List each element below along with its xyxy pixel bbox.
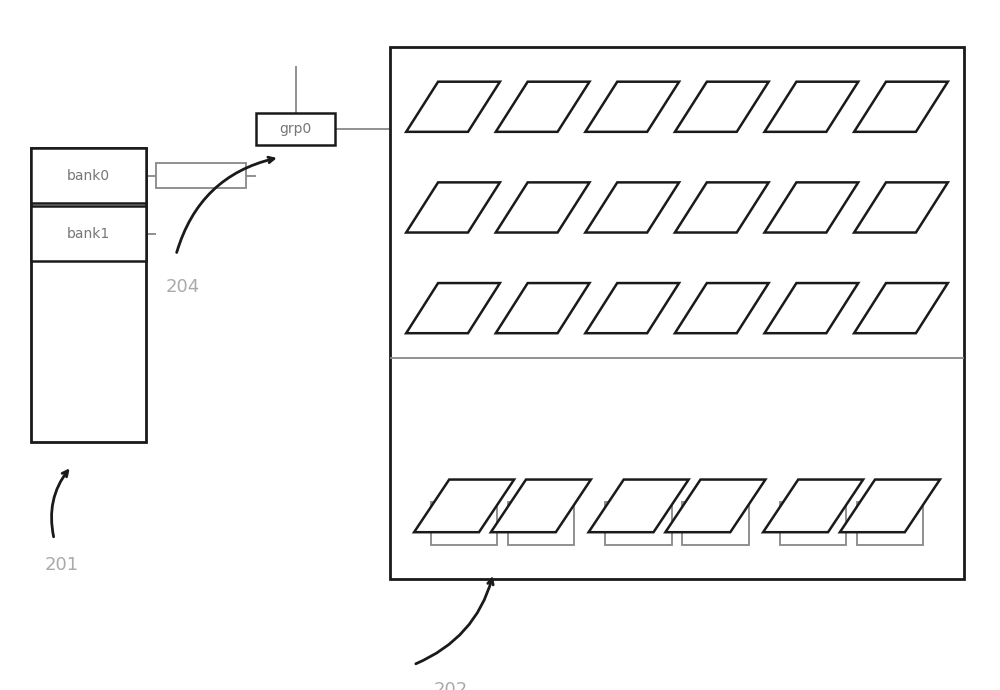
Polygon shape <box>496 182 590 233</box>
Polygon shape <box>675 182 769 233</box>
Polygon shape <box>406 182 500 233</box>
Text: bank0: bank0 <box>67 168 110 183</box>
Bar <box>431 502 497 545</box>
Polygon shape <box>765 283 858 333</box>
Polygon shape <box>765 182 858 233</box>
Polygon shape <box>665 480 765 532</box>
Bar <box>31 148 146 442</box>
Polygon shape <box>675 283 769 333</box>
Polygon shape <box>854 283 948 333</box>
Polygon shape <box>406 283 500 333</box>
Polygon shape <box>585 81 679 132</box>
Text: grp0: grp0 <box>279 122 312 136</box>
Polygon shape <box>675 81 769 132</box>
Polygon shape <box>491 480 591 532</box>
Polygon shape <box>854 182 948 233</box>
Text: 204: 204 <box>166 278 200 296</box>
Polygon shape <box>585 283 679 333</box>
Polygon shape <box>840 480 940 532</box>
Polygon shape <box>854 81 948 132</box>
Text: 202: 202 <box>433 682 467 690</box>
Bar <box>682 502 749 545</box>
Polygon shape <box>406 81 500 132</box>
Text: bank1: bank1 <box>67 227 110 241</box>
Bar <box>156 163 246 188</box>
Polygon shape <box>763 480 863 532</box>
Polygon shape <box>589 480 689 532</box>
Polygon shape <box>496 81 590 132</box>
Bar <box>256 113 335 145</box>
Bar <box>508 502 574 545</box>
Polygon shape <box>585 182 679 233</box>
Bar <box>31 148 146 203</box>
Bar <box>857 502 923 545</box>
Polygon shape <box>765 81 858 132</box>
Polygon shape <box>414 480 514 532</box>
Bar <box>390 47 964 579</box>
Text: 201: 201 <box>44 556 78 574</box>
Polygon shape <box>496 283 590 333</box>
Bar <box>780 502 846 545</box>
Bar <box>605 502 672 545</box>
Bar <box>31 206 146 262</box>
